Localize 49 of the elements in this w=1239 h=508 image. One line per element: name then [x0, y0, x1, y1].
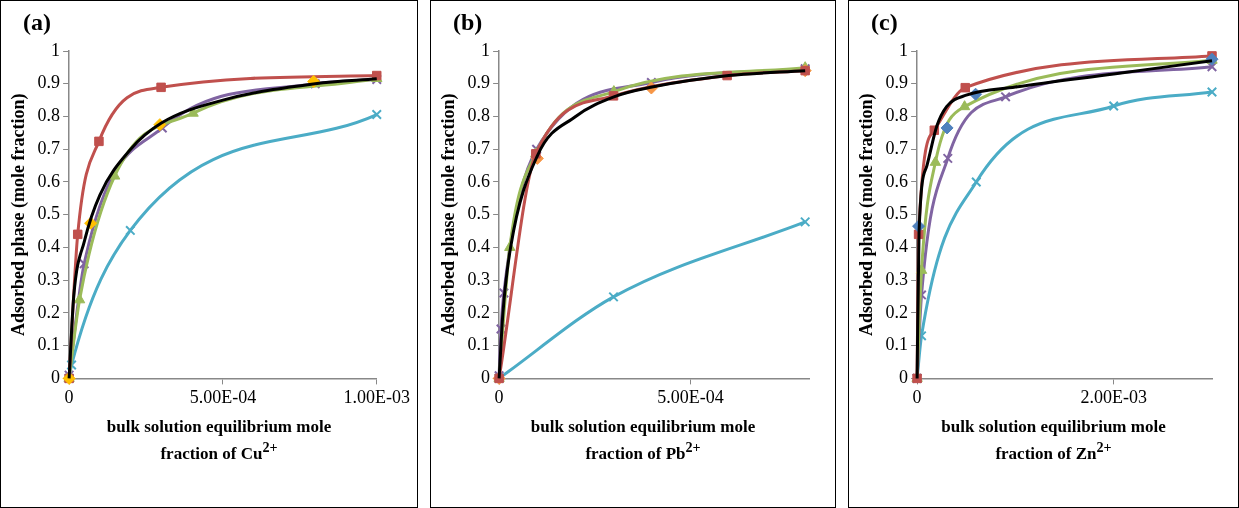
y-tick-label: 0.6	[37, 170, 61, 191]
y-tick-label: 0.1	[467, 334, 491, 355]
x-tick-label: 0	[912, 386, 922, 407]
y-tick-label: 0	[481, 367, 491, 388]
y-tick-label: 0.2	[467, 301, 491, 322]
y-tick-label: 0.3	[37, 268, 61, 289]
y-tick-label: 0.6	[467, 170, 491, 191]
y-tick-label: 0.1	[885, 334, 909, 355]
y-tick-label: 1	[481, 39, 491, 60]
x-axis-title: bulk solution equilibrium mole fraction of Cu$^{2+}$	[105, 416, 333, 464]
y-tick-label: 0.1	[37, 334, 61, 355]
y-axis-title: Adsorbed phase (mole fraction)	[438, 93, 460, 336]
y-tick-label: 0.5	[885, 203, 909, 224]
y-tick-label: 0.2	[885, 301, 909, 322]
y-tick-label: 0.9	[467, 72, 491, 93]
y-tick-label: 0.5	[37, 203, 61, 224]
y-tick-label: 0.7	[37, 137, 61, 158]
y-tick-label: 0.9	[37, 72, 61, 93]
y-tick-label: 0.7	[467, 137, 491, 158]
x-tick-label: 5.00E-04	[657, 386, 724, 407]
y-tick-label: 0.4	[37, 236, 61, 257]
x-tick-label: 0	[494, 386, 504, 407]
y-axis-title: Adsorbed phase (mole fraction)	[856, 93, 878, 336]
x-axis-title: bulk solution equilibrium mole fraction of Pb$^{2+}$	[529, 416, 757, 464]
y-tick-label: 0.7	[885, 137, 909, 158]
chart-title: (b)	[453, 9, 483, 36]
y-tick-label: 0.2	[37, 301, 61, 322]
y-tick-label: 0.3	[467, 268, 491, 289]
chart-title: (a)	[23, 9, 51, 36]
chart-title: (c)	[871, 9, 898, 36]
y-axis-title: Adsorbed phase (mole fraction)	[8, 93, 30, 336]
y-tick-label: 0.8	[467, 105, 491, 126]
y-tick-label: 0.3	[885, 268, 909, 289]
y-tick-label: 0.4	[885, 236, 909, 257]
y-tick-label: 0.4	[467, 236, 491, 257]
y-tick-label: 1	[899, 39, 909, 60]
x-tick-label: 1.00E-03	[343, 386, 411, 407]
y-tick-label: 0.6	[885, 170, 909, 191]
x-tick-label: 2.00E-03	[1080, 386, 1147, 407]
y-tick-label: 0	[51, 367, 61, 388]
x-axis-title: bulk solution equilibrium mole fraction of Zn$^{2+}$	[940, 416, 1167, 464]
y-tick-label: 1	[51, 39, 61, 60]
y-tick-label: 0.5	[467, 203, 491, 224]
x-tick-label: 5.00E-04	[189, 386, 257, 407]
y-tick-label: 0.8	[37, 105, 61, 126]
y-tick-label: 0.9	[885, 72, 909, 93]
y-tick-label: 0.8	[885, 105, 909, 126]
x-tick-label: 0	[64, 386, 74, 407]
y-tick-label: 0	[899, 367, 909, 388]
